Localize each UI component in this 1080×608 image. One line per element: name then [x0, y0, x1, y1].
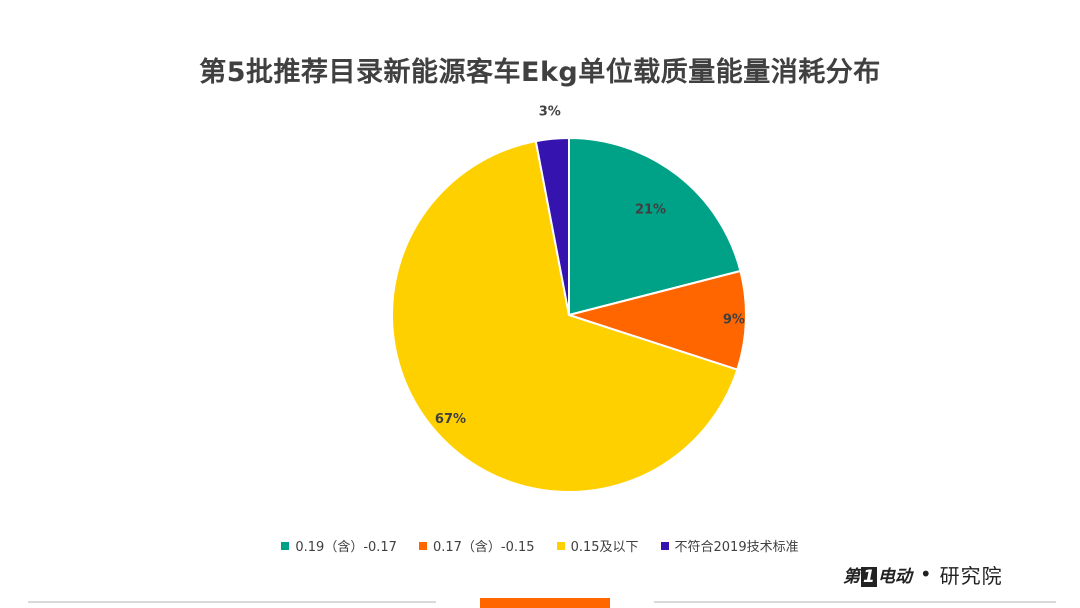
- chart-title: 第5批推荐目录新能源客车Ekg单位载质量能量消耗分布: [199, 57, 881, 88]
- pie-slice: [568, 136, 742, 317]
- legend-label: 0.17（含）-0.15: [432, 540, 535, 555]
- legend-swatch: [660, 541, 669, 550]
- brand-separator: •: [919, 562, 932, 586]
- brand-logo-number: 1: [861, 566, 877, 587]
- brand-logo-suffix: 电动: [877, 566, 912, 587]
- legend-swatch: [281, 541, 290, 550]
- pie-data-label: 9%: [723, 313, 745, 328]
- chart-legend: 0.19（含）-0.17 0.17（含）-0.15 0.15及以下 不符合201…: [0, 536, 1080, 555]
- legend-swatch: [556, 541, 565, 550]
- legend-item: 0.17（含）-0.15: [418, 536, 535, 555]
- brand-logo-prefix: 第: [843, 566, 860, 587]
- legend-item: 不符合2019技术标准: [660, 536, 799, 555]
- brand-logo: 第 1 电动 • 研究院: [843, 557, 1003, 591]
- pie-slices: [391, 136, 747, 493]
- legend-item: 0.19（含）-0.17: [281, 536, 397, 555]
- footer-accent-bar: [480, 598, 610, 608]
- legend-label: 0.19（含）-0.17: [295, 540, 397, 555]
- legend-item: 0.15及以下: [556, 536, 639, 555]
- pie-slice: [565, 269, 747, 371]
- footer-divider-right: [654, 601, 1056, 603]
- brand-text: 研究院: [939, 563, 1003, 588]
- pie-slice: [391, 139, 739, 493]
- pie-labels: 21% 9% 67% 3%: [435, 104, 745, 427]
- pie-data-label: 67%: [435, 412, 466, 427]
- pie-data-label: 3%: [539, 104, 561, 119]
- legend-label: 不符合2019技术标准: [674, 540, 799, 555]
- car-logo-icon: 第 1 电动: [843, 562, 912, 587]
- pie-slice: [534, 136, 570, 316]
- legend-label: 0.15及以下: [570, 540, 639, 555]
- footer-divider-left: [28, 601, 436, 603]
- pie-data-label: 21%: [635, 202, 666, 217]
- legend-swatch: [418, 541, 427, 550]
